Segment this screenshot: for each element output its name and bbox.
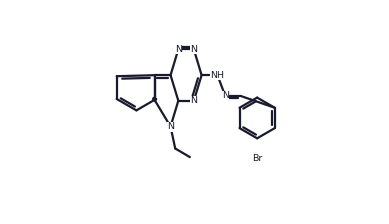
Text: N: N	[167, 122, 174, 131]
Text: N: N	[222, 91, 229, 100]
Text: N: N	[190, 96, 197, 105]
Text: NH: NH	[210, 71, 224, 80]
Text: Br: Br	[252, 154, 262, 163]
Text: N: N	[175, 45, 182, 54]
Text: N: N	[190, 45, 197, 54]
